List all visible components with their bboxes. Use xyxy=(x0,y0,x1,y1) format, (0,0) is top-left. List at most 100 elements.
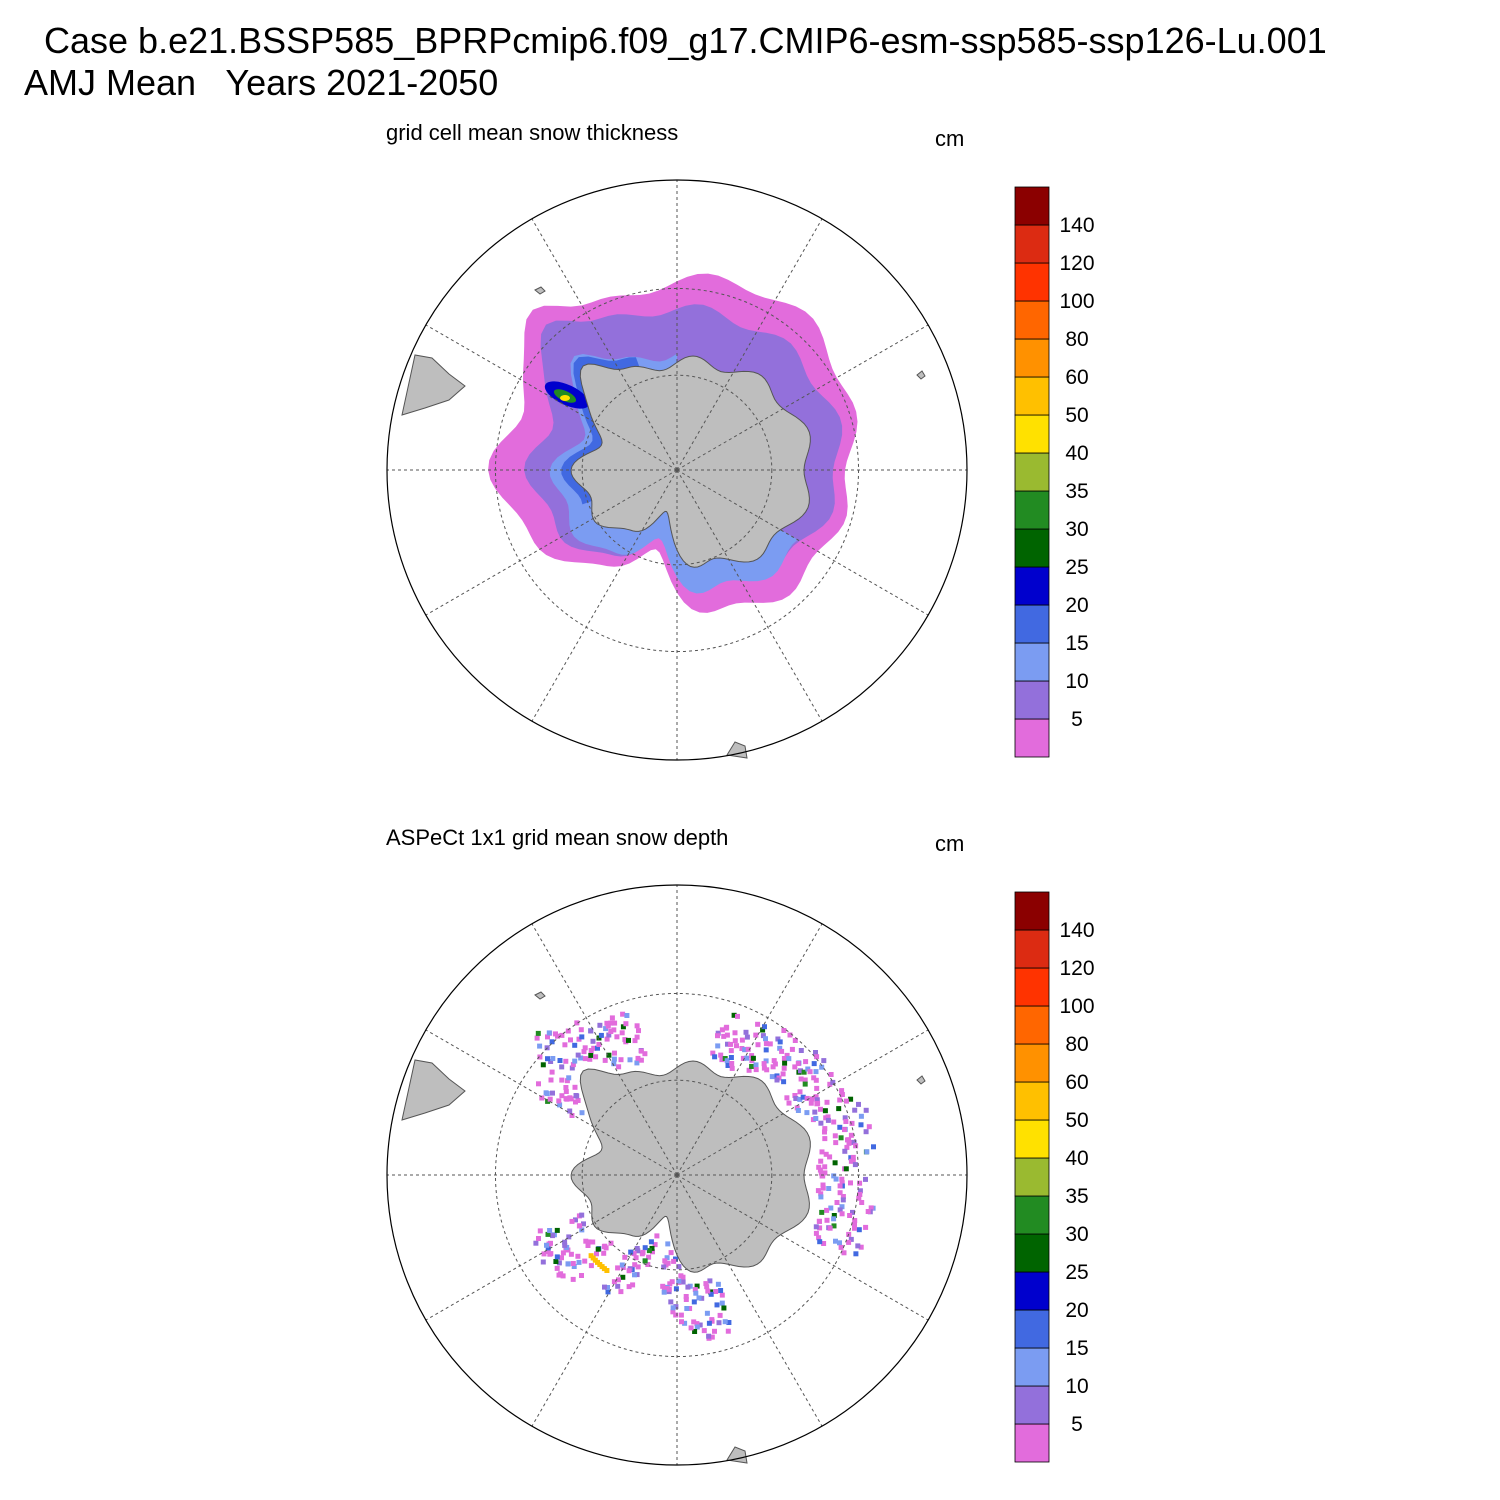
colorbar-box xyxy=(1014,1385,1050,1425)
snow-obs-pixel xyxy=(798,1076,804,1082)
snow-obs-pixel xyxy=(673,1312,679,1318)
snow-obs-pixel xyxy=(535,1030,541,1036)
snow-obs-pixel xyxy=(671,1258,677,1264)
snow-obs-pixel xyxy=(691,1299,697,1305)
snow-obs-pixel xyxy=(760,1027,766,1033)
colorbar-box xyxy=(1014,718,1050,758)
snow-obs-pixel xyxy=(563,1085,569,1090)
snow-obs-pixel xyxy=(787,1032,793,1038)
snow-obs-pixel xyxy=(832,1133,838,1139)
colorbar-label: 30 xyxy=(1065,518,1088,541)
latitude-circle xyxy=(581,374,773,566)
snow-obs-pixel xyxy=(579,1034,585,1040)
snow-obs-pixel xyxy=(856,1195,862,1201)
snow-obs-pixel xyxy=(595,1045,600,1051)
snow-obs-pixel xyxy=(744,1055,750,1061)
snow-obs-pixel xyxy=(817,1167,823,1173)
colorbar-box xyxy=(1014,967,1050,1007)
snow-obs-pixel xyxy=(556,1260,562,1266)
snow-obs-pixel xyxy=(706,1333,712,1339)
snow-obs-pixel xyxy=(803,1059,809,1065)
snow-obs-pixel xyxy=(632,1262,638,1268)
snow-obs-pixel xyxy=(571,1264,577,1269)
snow-obs-pixel xyxy=(725,1041,730,1047)
snow-obs-pixel xyxy=(704,1310,710,1316)
snow-obs-pixel xyxy=(567,1095,573,1101)
snow-obs-pixel xyxy=(572,1084,578,1090)
snow-obs-pixel xyxy=(588,1052,594,1058)
snow-obs-pixel xyxy=(545,1231,551,1237)
snow-obs-pixel xyxy=(850,1209,855,1215)
snow-obs-pixel xyxy=(547,1096,553,1102)
snow-obs-pixel xyxy=(554,1265,560,1271)
colorbar-box xyxy=(1014,262,1050,302)
figure-title-line2: AMJ Mean Years 2021-2050 xyxy=(24,62,499,103)
snow-obs-pixel xyxy=(581,1049,587,1055)
snow-obs-pixel xyxy=(649,1245,655,1251)
colorbar-box xyxy=(1014,1195,1050,1235)
snow-obs-pixel xyxy=(813,1094,819,1100)
snow-obs-pixel xyxy=(670,1305,676,1311)
snow-obs-pixel xyxy=(562,1242,568,1248)
snow-obs-pixel xyxy=(608,1020,614,1026)
snow-obs-pixel xyxy=(622,1254,628,1260)
panel1-units: cm xyxy=(935,126,965,151)
snow-obs-pixel xyxy=(565,1261,571,1267)
snow-obs-pixel xyxy=(601,1250,607,1256)
snow-obs-pixel xyxy=(597,1022,603,1028)
colorbar-box xyxy=(1014,528,1050,568)
map-boundary xyxy=(386,884,968,1466)
snow-obs-pixel xyxy=(693,1290,699,1296)
snow-obs-pixel xyxy=(590,1038,596,1044)
snow-obs-pixel xyxy=(642,1245,648,1251)
meridian-line xyxy=(676,469,929,616)
snow-obs-pixel xyxy=(742,1047,748,1053)
snow-obs-pixel xyxy=(564,1096,570,1102)
snow-obs-pixel xyxy=(839,1180,845,1186)
snow-obs-pixel xyxy=(550,1090,555,1096)
snow-obs-pixel xyxy=(802,1077,808,1083)
snow-obs-pixel xyxy=(798,1068,803,1074)
snow-obs-pixel xyxy=(817,1239,823,1245)
snow-obs-pixel xyxy=(676,1278,682,1284)
snow-obs-pixel xyxy=(781,1079,787,1085)
snow-obs-pixel xyxy=(611,1061,617,1067)
snow-obs-pixel xyxy=(744,1034,750,1040)
snow-obs-pixel xyxy=(818,1120,824,1126)
snow-obs-pixel xyxy=(640,1249,646,1255)
snow-obs-pixel xyxy=(871,1144,876,1150)
snow-obs-pixel xyxy=(813,1230,819,1236)
snow-obs-pixel xyxy=(828,1072,834,1077)
snow-obs-pixel xyxy=(726,1320,732,1325)
snow-obs-pixel xyxy=(719,1292,725,1298)
snow-obs-pixel xyxy=(841,1250,847,1256)
snow-obs-pixel xyxy=(605,1285,610,1290)
snow-obs-pixel xyxy=(574,1093,580,1099)
snow-obs-pixel xyxy=(866,1124,872,1130)
snow-obs-pixel xyxy=(715,1033,720,1039)
snow-obs-pixel xyxy=(559,1077,565,1083)
snow-obs-pixel xyxy=(743,1029,749,1035)
snow-obs-pixel xyxy=(724,1058,730,1064)
snow-obs-pixel xyxy=(709,1334,715,1340)
snow-obs-pixel xyxy=(692,1287,698,1293)
panel2-units: cm xyxy=(935,831,965,856)
snow-obs-pixel xyxy=(834,1200,840,1205)
snow-obs-pixel xyxy=(818,1170,824,1176)
snow-obs-pixel xyxy=(642,1258,648,1264)
snow-obs-pixel xyxy=(642,1051,648,1057)
snow-band-10 xyxy=(524,304,843,588)
snow-obs-pixel xyxy=(705,1288,711,1294)
snow-obs-pixel xyxy=(864,1149,870,1155)
snow-obs-pixel xyxy=(699,1295,705,1301)
snow-obs-pixel xyxy=(563,1058,569,1064)
snow-obs-pixel xyxy=(842,1115,848,1121)
snow-obs-pixel xyxy=(753,1062,759,1068)
meridian-line xyxy=(676,218,823,471)
snow-obs-pixel xyxy=(611,1027,617,1033)
snow-obs-pixel xyxy=(793,1096,799,1101)
snow-obs-pixel xyxy=(837,1190,843,1196)
snow-obs-pixel xyxy=(846,1137,852,1143)
snow-obs-pixel xyxy=(685,1284,691,1290)
snow-obs-pixel xyxy=(694,1324,700,1330)
